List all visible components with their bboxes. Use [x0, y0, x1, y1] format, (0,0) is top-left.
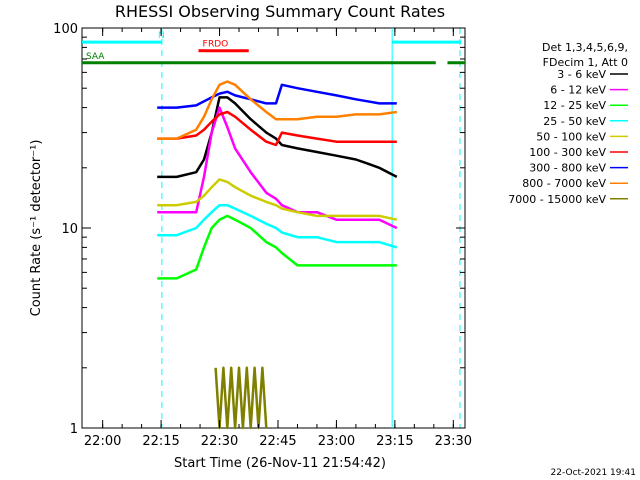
series-line-3 [157, 203, 398, 249]
legend-label: 6 - 12 keV [550, 84, 606, 97]
x-ticks: 22:00 22:15 22:30 22:45 23:00 23:15 23:30 [84, 28, 472, 449]
x-tick-label: 22:00 [84, 434, 121, 449]
x-tick-label: 23:00 [318, 434, 355, 449]
x-tick-label: 22:30 [201, 434, 238, 449]
legend-label: 3 - 6 keV [557, 68, 606, 81]
y-tick-label: 1 [70, 422, 78, 437]
series-layer [157, 80, 398, 430]
x-tick-label: 22:45 [259, 434, 296, 449]
series-line-8 [214, 366, 268, 430]
legend-label: 25 - 50 keV [543, 115, 606, 128]
series-line-0 [157, 96, 398, 179]
series-line-6 [157, 83, 397, 109]
chart-title: RHESSI Observing Summary Count Rates [115, 2, 445, 21]
status-bar-label: F [202, 40, 207, 50]
legend-label: 12 - 25 keV [543, 99, 606, 112]
series-line-2 [157, 214, 397, 280]
series-line-7 [157, 80, 397, 140]
series-line-5 [157, 110, 397, 147]
x-tick-label: 22:15 [142, 434, 179, 449]
legend-label: 800 - 7000 keV [522, 177, 606, 190]
status-bar-label: N [158, 31, 165, 41]
y-tick-label: 10 [61, 222, 78, 237]
legend: Det 1,3,4,5,6,9, FDecim 1, Att 03 - 6 keV… [508, 41, 628, 206]
status-bar-label: SAA [86, 52, 105, 62]
legend-header: Det 1,3,4,5,6,9, [542, 41, 628, 54]
legend-label: 7000 - 15000 keV [508, 193, 606, 206]
status-bar-label: RDO [208, 40, 228, 50]
y-axis-label: Count Rate (s⁻¹ detector⁻¹) [29, 140, 44, 317]
footer-date: 22-Oct-2021 19:41 [551, 468, 636, 478]
legend-header: FDecim 1, Att 0 [543, 56, 628, 69]
legend-label: 100 - 300 keV [529, 146, 606, 159]
x-tick-label: 23:15 [376, 434, 413, 449]
series-line-1 [157, 106, 398, 230]
x-tick-label: 23:30 [435, 434, 472, 449]
legend-label: 50 - 100 keV [536, 130, 606, 143]
series-line-4 [157, 178, 398, 221]
legend-label: 300 - 800 keV [529, 162, 606, 175]
annotations-layer: N F RDO SAA [82, 28, 465, 428]
y-tick-label: 100 [53, 22, 78, 37]
x-axis-label: Start Time (26-Nov-11 21:54:42) [174, 456, 386, 471]
y-ticks: 1 10 100 [53, 22, 465, 437]
